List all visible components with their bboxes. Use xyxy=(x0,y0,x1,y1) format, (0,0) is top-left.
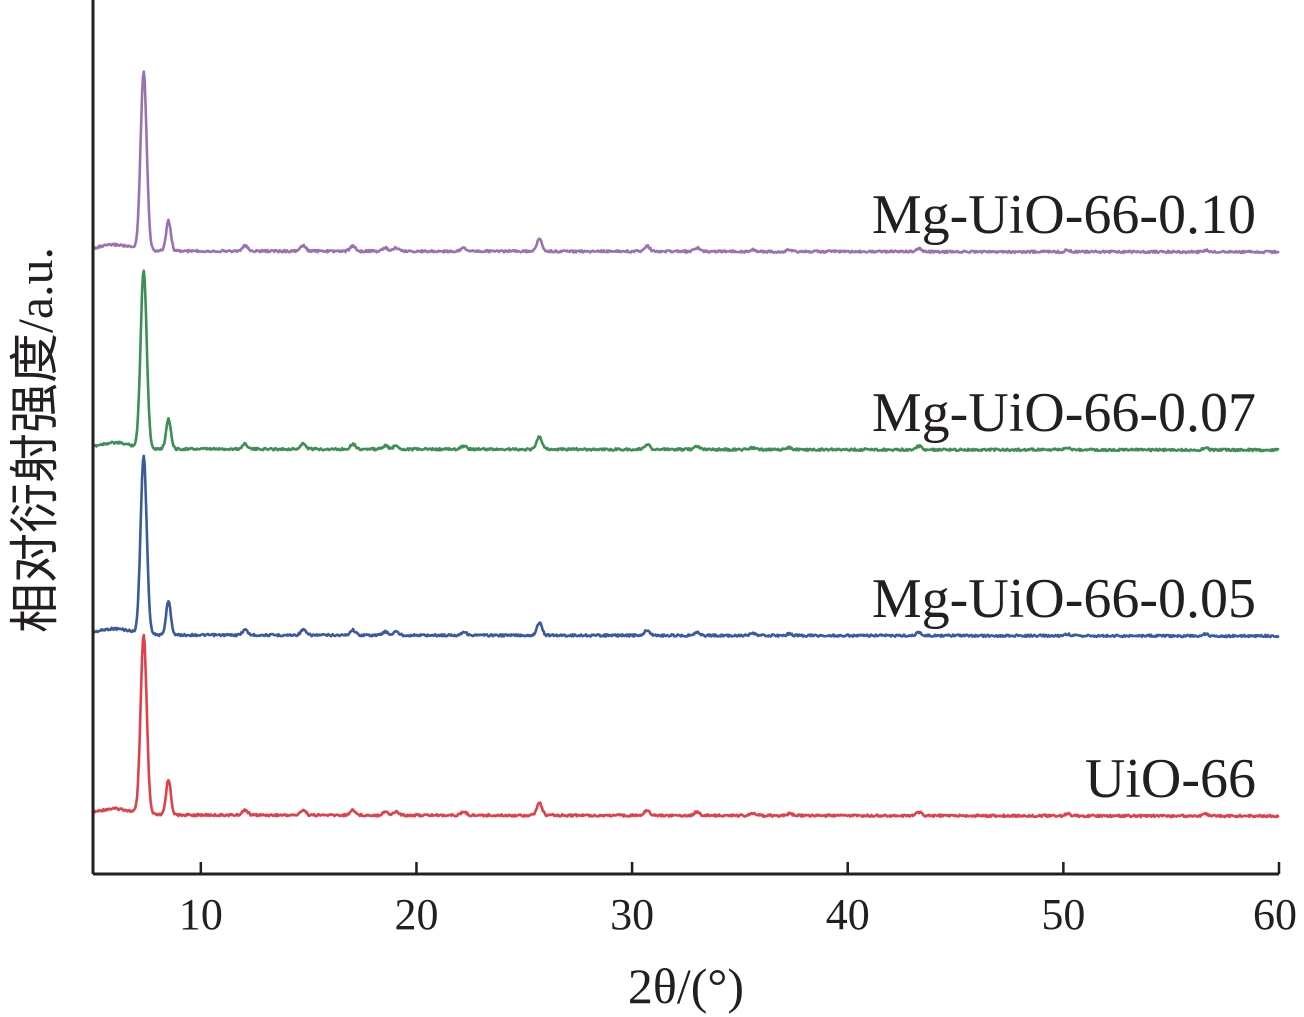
series-label-Mg-UiO-66-0.10: Mg-UiO-66-0.10 xyxy=(872,184,1256,246)
x-tick-label-10: 10 xyxy=(179,890,223,939)
x-axis-ticks: 10 20 30 40 50 60 xyxy=(179,862,1297,939)
x-tick-label-20: 20 xyxy=(394,890,438,939)
series-line-UiO-66 xyxy=(91,633,1280,819)
series-line-Mg-UiO-66-0.10 xyxy=(92,70,1280,255)
x-tick-label-40: 40 xyxy=(826,890,870,939)
series-label-Mg-UiO-66-0.05: Mg-UiO-66-0.05 xyxy=(872,568,1256,630)
series-traces xyxy=(91,70,1280,819)
x-tick-label-50: 50 xyxy=(1041,890,1085,939)
y-axis-label: 相对衍射强度/a.u. xyxy=(7,247,63,633)
series-label-UiO-66: UiO-66 xyxy=(1085,748,1256,810)
series-line-Mg-UiO-66-0.07 xyxy=(92,269,1280,453)
x-axis-label: 2θ/(°) xyxy=(628,958,744,1014)
x-tick-label-30: 30 xyxy=(610,890,654,939)
series-label-Mg-UiO-66-0.07: Mg-UiO-66-0.07 xyxy=(872,382,1256,444)
axes xyxy=(91,0,1279,876)
series-line-Mg-UiO-66-0.05 xyxy=(91,454,1280,639)
x-tick-label-60: 60 xyxy=(1253,890,1297,939)
series-labels: UiO-66 Mg-UiO-66-0.05 Mg-UiO-66-0.07 Mg-UiO… xyxy=(872,184,1256,810)
